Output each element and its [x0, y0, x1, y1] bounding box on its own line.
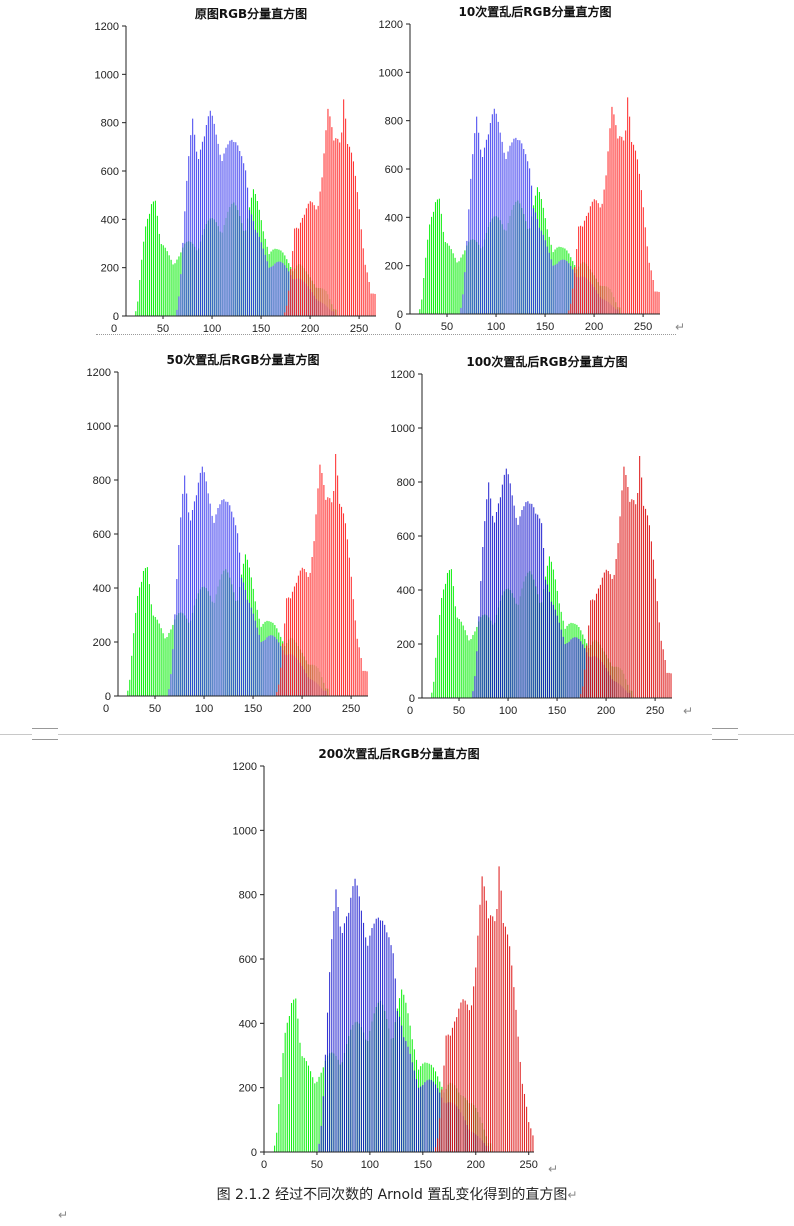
x-tick-label: 100 — [361, 1159, 379, 1171]
x-tick-label: 50 — [441, 321, 453, 333]
y-tick-label: 1200 — [233, 761, 257, 773]
y-tick-label: 0 — [397, 309, 403, 321]
caption-return-mark: ↵ — [567, 1188, 578, 1202]
histogram-200-scrambles: 200次置乱后RGB分量直方图 0 200 400 600 800 1000 1200 0 50 1… — [220, 744, 560, 1178]
y-tick-label: 1200 — [379, 19, 403, 31]
y-tick-label: 1000 — [379, 67, 403, 79]
y-tick-label: 800 — [239, 890, 257, 902]
y-tick-label: 600 — [397, 531, 415, 543]
chart-svg: 200次置乱后RGB分量直方图 0 200 400 600 800 1000 1200 0 50 1… — [233, 746, 538, 1171]
x-tick-label: 50 — [149, 703, 161, 715]
chart-title: 10次置乱后RGB分量直方图 — [459, 4, 612, 19]
x-tick-label: 0 — [261, 1159, 267, 1171]
x-tick-label: 150 — [536, 321, 554, 333]
chart-svg: 100次置乱后RGB分量直方图 0 200 400 600 800 1000 1200 0 50 1… — [391, 354, 672, 717]
y-tick-label: 0 — [251, 1147, 257, 1159]
return-mark-4: ↵ — [58, 1208, 69, 1222]
x-tick-label: 100 — [203, 323, 221, 335]
y-tick-label: 1000 — [95, 69, 119, 81]
x-tick-label: 250 — [520, 1159, 538, 1171]
series-2 — [434, 866, 534, 1152]
chart-svg: 10次置乱后RGB分量直方图 0 200 400 600 800 1000 1200 0 50 10… — [379, 4, 660, 333]
y-tick-label: 1000 — [391, 423, 415, 435]
x-tick-label: 0 — [111, 323, 117, 335]
series-2 — [580, 455, 672, 698]
y-tick-label: 800 — [101, 118, 119, 130]
chart-title: 100次置乱后RGB分量直方图 — [466, 354, 627, 369]
series-1 — [472, 468, 631, 698]
page-break-left-marker — [32, 728, 58, 740]
y-tick-label: 600 — [93, 529, 111, 541]
x-tick-label: 250 — [350, 323, 368, 335]
y-tick-label: 600 — [385, 164, 403, 176]
x-tick-label: 200 — [293, 703, 311, 715]
y-tick-label: 400 — [93, 583, 111, 595]
figure-caption: 图 2.1.2 经过不同次数的 Arnold 置乱变化得到的直方图↵ — [0, 1184, 794, 1204]
y-tick-label: 1200 — [391, 369, 415, 381]
y-tick-label: 600 — [101, 166, 119, 178]
y-tick-label: 800 — [385, 116, 403, 128]
x-tick-label: 150 — [414, 1159, 432, 1171]
x-tick-label: 150 — [252, 323, 270, 335]
return-mark-2: ↵ — [683, 704, 694, 718]
y-tick-label: 400 — [239, 1018, 257, 1030]
chart-svg: 原图RGB分量直方图 0 200 400 600 800 1000 1200 0 50 100 150… — [95, 6, 376, 335]
y-tick-label: 1000 — [87, 421, 111, 433]
y-tick-label: 800 — [397, 477, 415, 489]
x-tick-label: 250 — [342, 703, 360, 715]
x-tick-label: 200 — [597, 705, 615, 717]
y-tick-label: 600 — [239, 954, 257, 966]
y-tick-label: 200 — [239, 1083, 257, 1095]
x-tick-label: 200 — [585, 321, 603, 333]
y-tick-label: 1000 — [233, 825, 257, 837]
x-tick-label: 100 — [195, 703, 213, 715]
x-tick-label: 100 — [487, 321, 505, 333]
histogram-original: 原图RGB分量直方图 0 200 400 600 800 1000 1200 0 50 100 150… — [80, 4, 390, 340]
chart-title: 200次置乱后RGB分量直方图 — [318, 746, 479, 761]
x-tick-label: 250 — [634, 321, 652, 333]
chart-svg: 50次置乱后RGB分量直方图 0 200 400 600 800 1000 1200 0 50 10… — [87, 352, 368, 715]
chart-title: 50次置乱后RGB分量直方图 — [167, 352, 320, 367]
x-tick-label: 50 — [157, 323, 169, 335]
y-tick-label: 400 — [385, 212, 403, 224]
page-break-right-marker — [712, 728, 738, 740]
x-tick-label: 200 — [301, 323, 319, 335]
y-tick-label: 0 — [409, 693, 415, 705]
y-tick-label: 400 — [101, 214, 119, 226]
series-2 — [284, 99, 376, 316]
y-tick-label: 800 — [93, 475, 111, 487]
y-tick-label: 200 — [101, 263, 119, 275]
x-tick-label: 0 — [395, 321, 401, 333]
series-1 — [318, 878, 490, 1152]
histogram-50-scrambles: 50次置乱后RGB分量直方图 0 200 400 600 800 1000 1200 0 50 10… — [76, 350, 386, 720]
x-tick-label: 50 — [311, 1159, 323, 1171]
return-mark-1: ↵ — [675, 320, 686, 334]
x-tick-label: 100 — [499, 705, 517, 717]
y-tick-label: 200 — [385, 261, 403, 273]
y-tick-label: 200 — [93, 637, 111, 649]
x-tick-label: 0 — [103, 703, 109, 715]
page-break-line — [0, 734, 794, 735]
y-tick-label: 1200 — [87, 367, 111, 379]
section-divider-dotted — [96, 334, 676, 335]
x-tick-label: 0 — [407, 705, 413, 717]
series-2 — [276, 453, 368, 696]
x-tick-label: 200 — [467, 1159, 485, 1171]
x-tick-label: 150 — [244, 703, 262, 715]
histogram-10-scrambles: 10次置乱后RGB分量直方图 0 200 400 600 800 1000 1200 0 50 10… — [370, 2, 680, 338]
y-tick-label: 200 — [397, 639, 415, 651]
return-mark-3: ↵ — [548, 1162, 559, 1176]
y-tick-label: 0 — [105, 691, 111, 703]
series-2 — [568, 97, 660, 314]
x-tick-label: 150 — [548, 705, 566, 717]
y-tick-label: 400 — [397, 585, 415, 597]
y-tick-label: 0 — [113, 311, 119, 323]
histogram-100-scrambles: 100次置乱后RGB分量直方图 0 200 400 600 800 1000 1200 0 50 1… — [380, 352, 690, 722]
chart-title: 原图RGB分量直方图 — [195, 6, 307, 21]
figure-caption-text: 图 2.1.2 经过不同次数的 Arnold 置乱变化得到的直方图 — [216, 1187, 568, 1203]
x-tick-label: 250 — [646, 705, 664, 717]
x-tick-label: 50 — [453, 705, 465, 717]
y-tick-label: 1200 — [95, 21, 119, 33]
